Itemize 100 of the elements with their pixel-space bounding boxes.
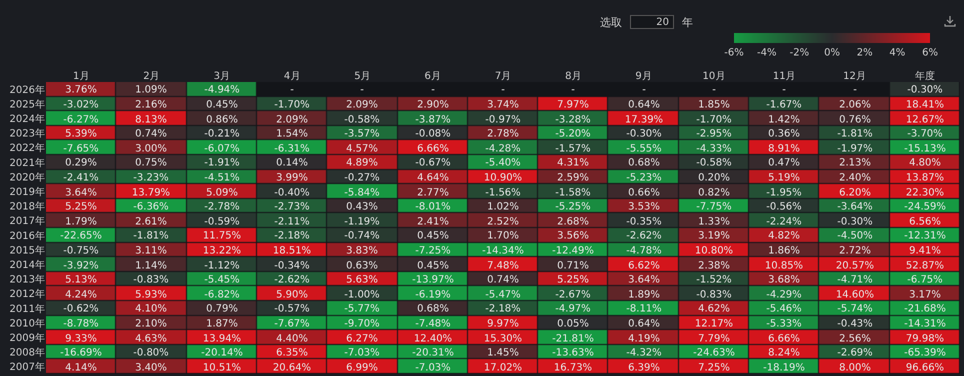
- data-label: 4.19%: [628, 334, 660, 344]
- text: -: [290, 84, 294, 96]
- data-label: -0.97%: [485, 114, 521, 126]
- data-label: -5.45%: [204, 274, 240, 286]
- data-label: -21.68%: [904, 304, 946, 314]
- data-label: 6.39%: [628, 362, 660, 374]
- y-tick-label: 2017年: [10, 215, 45, 228]
- data-label: 0.20%: [698, 172, 730, 184]
- data-label: -7.03%: [344, 348, 380, 358]
- data-label: 0.76%: [839, 114, 871, 126]
- data-label: -20.14%: [201, 348, 243, 358]
- data-label: -7.48%: [415, 318, 451, 330]
- data-label: -2.78%: [204, 202, 240, 212]
- y-tick-label: 2019年: [10, 186, 45, 198]
- data-label: 5.93%: [135, 290, 167, 300]
- data-label: -1.97%: [837, 144, 873, 154]
- data-label: -14.34%: [482, 246, 524, 256]
- data-label: 52.87%: [906, 260, 944, 272]
- data-label: 3.64%: [628, 274, 660, 286]
- y-tick-label: 2016年: [10, 230, 45, 242]
- text: 年: [682, 14, 693, 30]
- color-bar-label: -4%: [756, 48, 776, 58]
- data-label: -0.43%: [837, 318, 873, 330]
- data-label: 14.60%: [836, 290, 874, 300]
- data-label: -0.30%: [626, 128, 662, 140]
- data-label: -0.59%: [204, 216, 240, 228]
- data-label: 1.54%: [276, 128, 308, 140]
- data-label: 3.00%: [135, 144, 167, 154]
- data-label: -13.97%: [412, 274, 454, 286]
- data-label: -22.65%: [60, 230, 102, 242]
- data-label: 4.40%: [276, 334, 308, 344]
- data-label: -4.97%: [555, 304, 591, 314]
- data-label: 4.82%: [768, 230, 800, 242]
- data-label: 7.79%: [698, 334, 730, 344]
- data-label: 7.97%: [557, 100, 589, 110]
- data-label: -4.50%: [837, 230, 873, 242]
- data-label: 20.64%: [272, 362, 312, 374]
- data-label: -6.27%: [63, 114, 99, 126]
- data-label: 96.66%: [906, 362, 944, 374]
- data-label: -4.32%: [626, 348, 662, 358]
- data-label: 2.06%: [839, 100, 871, 110]
- data-label: 2.52%: [487, 216, 519, 228]
- data-label: 0.29%: [65, 158, 97, 168]
- data-label: 5.19%: [768, 172, 800, 184]
- y-tick-label: 2011年: [10, 302, 45, 315]
- data-label: 0.63%: [346, 260, 378, 272]
- y-tick-label: 2007年: [10, 361, 45, 374]
- data-label: 5.13%: [65, 274, 97, 286]
- data-label: 3.83%: [346, 246, 378, 256]
- data-label: -4.28%: [485, 144, 521, 154]
- data-label: 17.02%: [484, 362, 522, 374]
- data-label: 18.51%: [272, 246, 312, 256]
- data-label: -5.84%: [344, 188, 380, 198]
- data-label: -5.47%: [485, 290, 521, 300]
- x-tick-label: 年度: [914, 70, 935, 82]
- x-tick-label: 8月: [565, 71, 582, 82]
- data-label: 13.94%: [202, 334, 242, 344]
- data-label: -14.31%: [904, 318, 946, 330]
- text: -: [782, 84, 786, 96]
- data-label: -0.62%: [63, 304, 99, 314]
- data-label: 0.45%: [206, 100, 238, 110]
- data-label: 0.75%: [135, 158, 167, 168]
- x-tick-label: 9月: [635, 71, 652, 82]
- data-label: 5.39%: [65, 128, 97, 140]
- data-label: 8.13%: [135, 114, 167, 126]
- data-label: 1.89%: [628, 290, 660, 300]
- y-tick-label: 2018年: [10, 200, 45, 213]
- data-label: -5.40%: [485, 158, 521, 168]
- data-label: 3.53%: [628, 202, 660, 212]
- data-label: -6.19%: [415, 290, 451, 300]
- data-label: 2.10%: [135, 318, 167, 330]
- data-label: -6.07%: [204, 144, 240, 154]
- data-label: -2.73%: [274, 202, 310, 212]
- x-tick-label: 4月: [284, 71, 300, 82]
- data-label: 0.82%: [698, 188, 730, 198]
- data-label: 10.85%: [764, 260, 804, 272]
- y-tick-label: 2023年: [10, 128, 45, 140]
- data-label: -5.20%: [555, 128, 591, 140]
- data-label: 5.25%: [557, 274, 589, 286]
- data-label: -2.62%: [274, 274, 310, 286]
- text: -: [712, 84, 716, 96]
- data-label: -2.41%: [63, 172, 99, 184]
- data-label: 17.39%: [624, 114, 664, 126]
- data-label: 0.74%: [135, 128, 167, 140]
- data-label: 6.20%: [839, 188, 871, 198]
- data-label: -1.81%: [133, 230, 169, 242]
- text: -: [501, 84, 505, 96]
- data-label: 10.51%: [202, 362, 242, 374]
- data-label: 5.09%: [206, 188, 238, 198]
- data-label: 12.67%: [906, 114, 944, 126]
- data-label: 0.68%: [628, 158, 660, 168]
- data-label: 8.00%: [839, 362, 871, 374]
- data-label: -7.75%: [696, 202, 732, 212]
- data-label: -4.51%: [204, 172, 240, 184]
- data-label: -0.67%: [415, 158, 451, 168]
- data-label: -8.01%: [415, 202, 451, 212]
- data-label: -9.70%: [344, 318, 380, 330]
- data-label: -0.34%: [274, 260, 310, 272]
- data-label: 10.80%: [694, 246, 734, 256]
- color-bar-label: 4%: [889, 48, 906, 58]
